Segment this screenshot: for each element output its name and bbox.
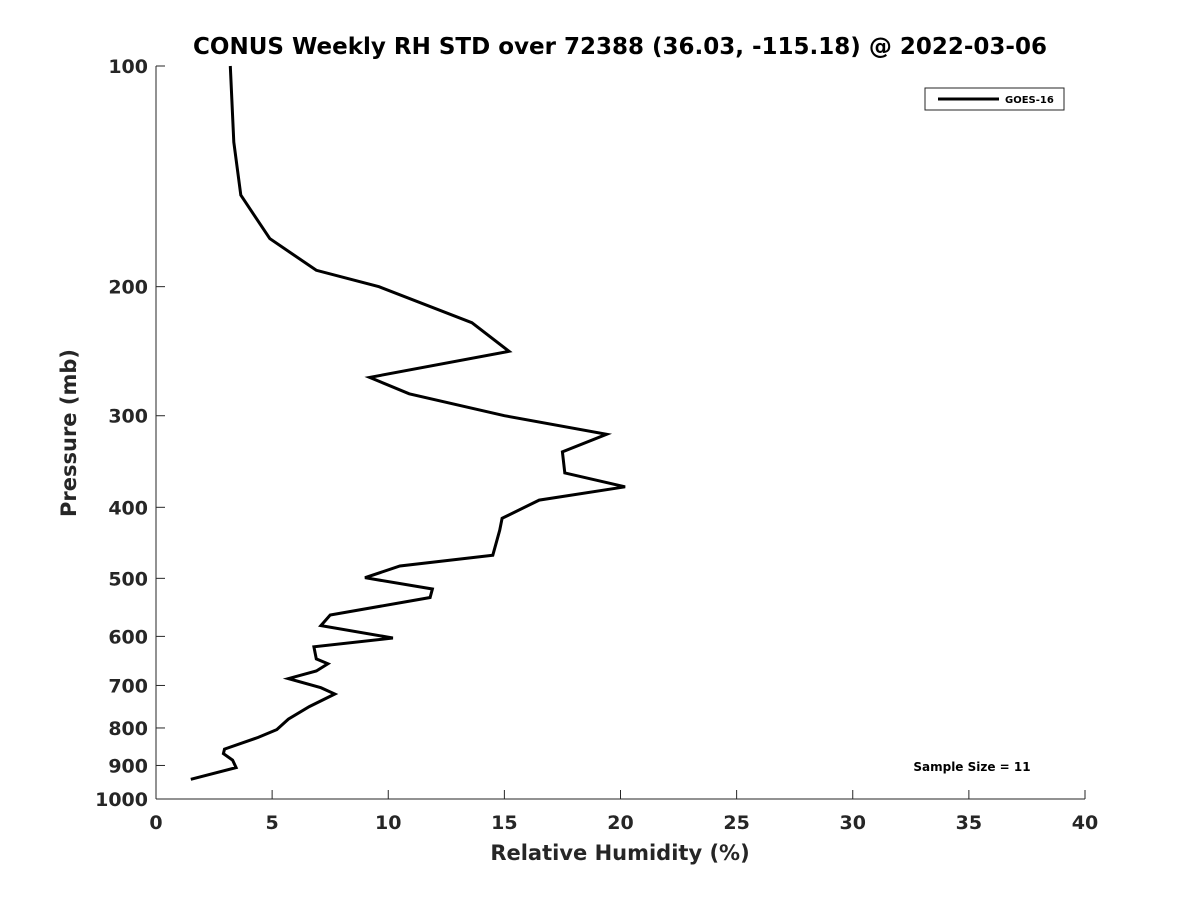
x-tick-label: 10 [375, 812, 401, 834]
x-axis-label: Relative Humidity (%) [490, 841, 749, 865]
y-tick-label: 700 [108, 675, 148, 697]
sample-size-annotation: Sample Size = 11 [913, 760, 1030, 774]
x-tick-label: 15 [491, 812, 517, 834]
legend: GOES-16 [924, 87, 1065, 111]
y-tick-label: 1000 [95, 789, 148, 811]
x-tick-label: 30 [840, 812, 866, 834]
x-tick-label: 25 [723, 812, 749, 834]
y-axis-label: Pressure (mb) [57, 349, 81, 517]
x-tick-label: 5 [266, 812, 279, 834]
y-tick-label: 900 [108, 755, 148, 777]
series-line-goes-16 [190, 65, 626, 781]
x-ticks: 0 5 10 15 20 25 30 35 40 [149, 790, 1098, 834]
y-tick-label: 400 [108, 497, 148, 519]
y-tick-label: 100 [108, 56, 148, 78]
x-tick-label: 35 [956, 812, 982, 834]
legend-label: GOES-16 [1005, 95, 1054, 106]
y-tick-label: 800 [108, 718, 148, 740]
y-tick-label: 600 [108, 626, 148, 648]
chart-title: CONUS Weekly RH STD over 72388 (36.03, -… [193, 34, 1047, 60]
y-tick-label: 500 [108, 568, 148, 590]
y-ticks: 100 200 300 400 500 600 700 800 900 1000 [95, 56, 165, 811]
y-tick-label: 200 [108, 277, 148, 299]
y-tick-label: 300 [108, 406, 148, 428]
x-tick-label: 40 [1072, 812, 1098, 834]
x-tick-label: 20 [607, 812, 633, 834]
x-tick-label: 0 [149, 812, 162, 834]
